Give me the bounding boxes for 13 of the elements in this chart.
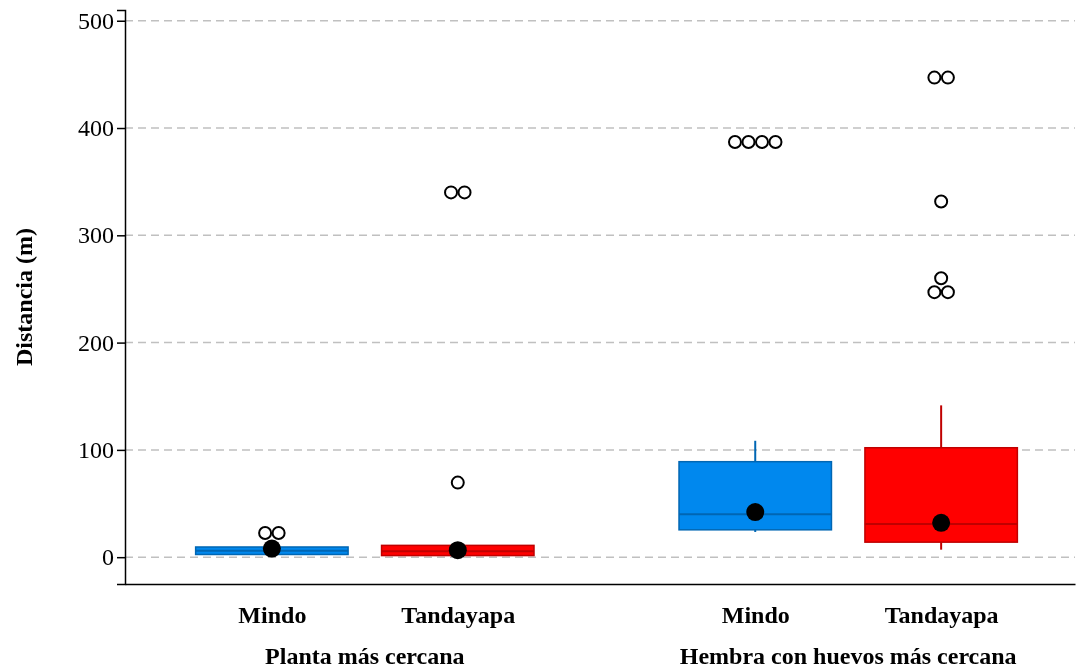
text: Planta más cercana [265, 643, 465, 669]
y-tick-label: 500 [78, 7, 114, 34]
text: Hembra con huevos más cercana [679, 643, 1017, 669]
x-tick-label: Tandayapa [401, 602, 516, 629]
x-tick-label: Tandayapa [884, 602, 999, 629]
x-tick-label: Mindo [238, 602, 307, 629]
y-tick-label: 200 [78, 329, 114, 356]
y-tick-label: 300 [78, 222, 114, 249]
x-tick-label: Mindo [721, 602, 790, 629]
y-tick-label: 400 [78, 115, 114, 142]
y-axis-title: Distancia (m) [11, 228, 37, 366]
y-tick-label: 0 [102, 544, 114, 571]
y-tick-label: 100 [78, 437, 114, 464]
